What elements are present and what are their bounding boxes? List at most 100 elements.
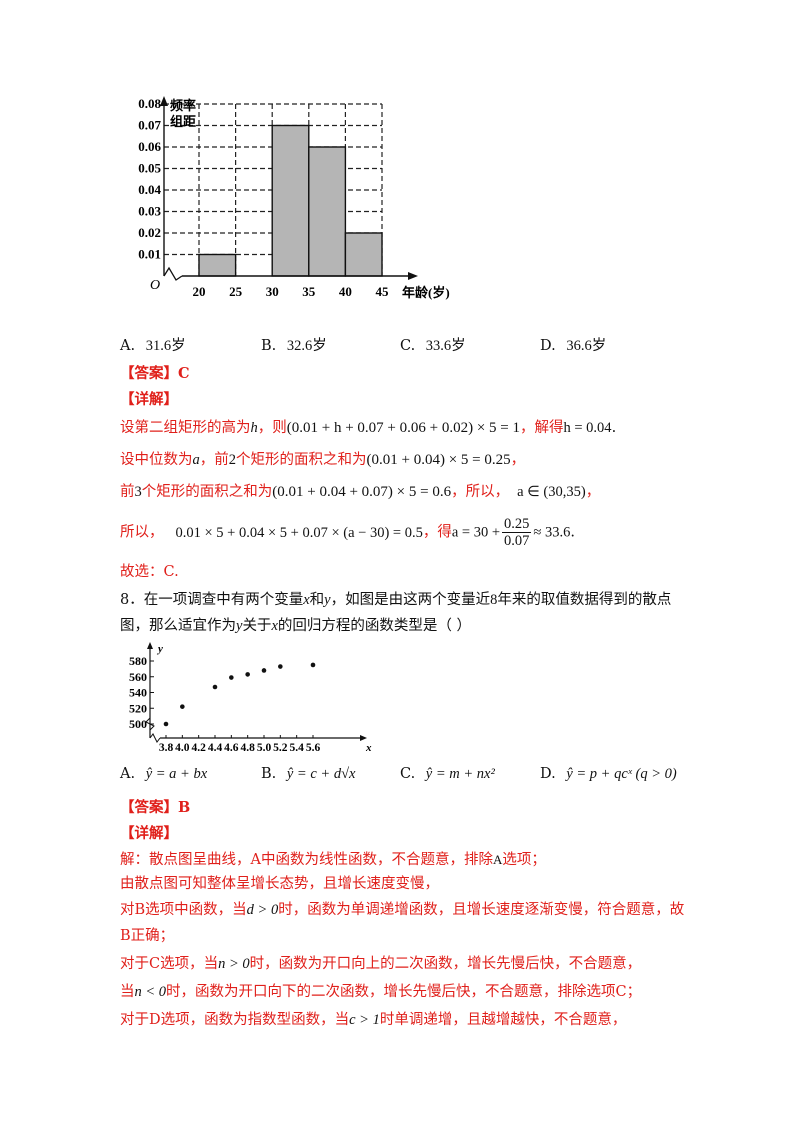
- scatter-x-tick-label: 5.0: [257, 742, 272, 754]
- hist-x-tick-label: 25: [229, 284, 243, 299]
- q7-line-1: 设第二组矩形的高为h，则(0.01 + h + 0.07 + 0.06 + 0.…: [120, 418, 616, 438]
- q7-line-4-text: 所以，: [120, 524, 164, 541]
- q8-line-3: 对B选项中函数，当d > 0时，函数为单调递增函数，且增长速度逐渐变慢，符合题意…: [120, 900, 684, 920]
- hist-origin: O: [150, 278, 160, 293]
- q8-line-6: 当n < 0时，函数为开口向下的二次函数，增长先慢后快，不合题意，排除选项C；: [120, 982, 641, 1002]
- q8-line-6-text: 当: [120, 984, 135, 1000]
- q8-var-y: y: [324, 592, 331, 608]
- q8-line-3-cond: d > 0: [246, 902, 279, 918]
- q7-line-1-text-c: ，解得: [520, 420, 564, 436]
- scatter-x-tick-label: 4.6: [224, 742, 239, 754]
- hist-x-tick-label: 20: [193, 284, 206, 299]
- hist-bar: [344, 232, 383, 277]
- q7-conclusion: 故选：C.: [120, 564, 179, 580]
- q7-line-3-end: ，: [585, 484, 601, 500]
- q8-stem2-text-c: 的回归方程的函数类型是（ ）: [277, 618, 471, 634]
- q8-line-5-text-b: 时，函数为开口向上的二次函数，增长先慢后快，不合题意，: [249, 956, 642, 972]
- q7-line-4-text-b: ，得: [422, 524, 452, 541]
- q7-line-3-num: 3: [134, 484, 142, 500]
- q8-line-6-text-b: 时，函数为开口向下的二次函数，增长先慢后快，不合题意，排除选项C；: [166, 984, 642, 1000]
- hist-y-tick-label: 0.02: [138, 225, 161, 240]
- q7-fraction-denominator: 0.07: [504, 533, 530, 549]
- q8-option-c-letter: C.: [400, 766, 416, 782]
- scatter-point: [163, 721, 169, 727]
- scatter-x-label: x: [365, 742, 372, 754]
- q8-line-5-text: 对于C选项，当: [120, 956, 219, 972]
- q7-line-2-num: 2: [228, 452, 236, 468]
- scatter-x-tick-label: 3.8: [159, 742, 174, 754]
- q8-line-1-text-b: 选项；: [502, 852, 546, 868]
- q7-option-b: B. 32.6岁: [261, 336, 327, 356]
- q8-line-6-cond: n < 0: [134, 984, 167, 1000]
- q7-line-3: 前3个矩形的面积之和为(0.01 + 0.04 + 0.07) × 5 = 0.…: [120, 482, 600, 502]
- q8-option-d: D. ŷ = p + qcˣ (q > 0): [540, 764, 677, 784]
- q8-line-5: 对于C选项，当n > 0时，函数为开口向上的二次函数，增长先慢后快，不合题意，: [120, 954, 641, 974]
- q7-line-2-text-b: ，前: [199, 452, 229, 468]
- scatter-point: [245, 672, 250, 677]
- q8-stem-line-1: 8．在一项调查中有两个变量x和y，如图是由这两个变量近8年来的取值数据得到的散点: [120, 590, 671, 610]
- scatter-y-label: y: [156, 643, 163, 655]
- q8-line-7-text: 对于D选项，函数为指数型函数，当: [120, 1012, 350, 1028]
- scatter-x-tick-label: 5.4: [289, 742, 304, 754]
- q7-answer-value: C: [178, 365, 190, 382]
- q8-option-b-letter: B.: [261, 766, 277, 782]
- q8-option-b: B. ŷ = c + d√x: [261, 764, 355, 784]
- hist-y-tick-label: 0.05: [138, 161, 161, 176]
- q7-line-1-end: .: [611, 420, 617, 436]
- hist-y-tick-label: 0.06: [138, 139, 161, 154]
- scatter-point: [180, 704, 185, 709]
- hist-y-title-bottom: 组距: [170, 114, 196, 129]
- q8-line-2: 由散点图可知整体呈增长态势，且增长速度变慢，: [120, 876, 439, 892]
- q7-line-2-text-c: 个矩形的面积之和为: [236, 452, 367, 468]
- q8-option-b-formula: ŷ = c + d√x: [286, 766, 356, 782]
- q7-option-a-letter: A.: [120, 338, 136, 354]
- q8-detail-label: 【详解】: [120, 825, 178, 842]
- q8-stem-number: 8: [490, 592, 498, 608]
- q8-line-5-cond: n > 0: [218, 956, 250, 972]
- q7-option-c: C. 33.6岁: [400, 336, 466, 356]
- hist-x-tick-label: 35: [302, 284, 316, 299]
- q8-stem-text-b: ，如图是由这两个变量近: [330, 592, 491, 608]
- hist-bar: [308, 146, 347, 277]
- histogram-chart: 0.08 0.07 0.06 0.05 0.04 0.03 0.02 0.01 20 25 30 35…: [138, 96, 450, 300]
- q7-line-4-fraction: 0.25 0.07: [502, 516, 532, 549]
- q8-line-7-text-b: 时单调递增，且越增越快，不合题意，: [379, 1012, 627, 1028]
- hist-y-tick-label: 0.08: [138, 96, 161, 111]
- hist-y-title-top: 频率: [170, 98, 196, 113]
- q8-stem2-var-y: y: [236, 618, 243, 634]
- scatter-x-tick-label: 4.4: [208, 742, 223, 754]
- q7-option-c-text: 33.6岁: [425, 338, 466, 354]
- q8-stem-line-2: 图，那么适宜作为y关于x的回归方程的函数类型是（ ）: [120, 616, 471, 636]
- q7-option-c-letter: C.: [400, 338, 416, 354]
- q8-option-a: A. ŷ = a + bx: [120, 764, 207, 784]
- q7-option-d: D. 36.6岁: [540, 336, 606, 356]
- q7-line-2-eq: (0.01 + 0.04) × 5 = 0.25: [366, 452, 511, 468]
- q8-option-c-formula: ŷ = m + nx²: [425, 766, 495, 782]
- scatter-x-tick-label: 4.0: [175, 742, 190, 754]
- q8-stem2-var-x: x: [271, 618, 278, 634]
- q7-line-1-result: h = 0.04: [563, 420, 612, 436]
- scatter-point: [261, 668, 267, 673]
- hist-bar: [271, 124, 310, 277]
- q7-line-1-text: 设第二组矩形的高为: [120, 420, 251, 436]
- q8-option-c: C. ŷ = m + nx²: [400, 764, 495, 784]
- q7-fraction-numerator: 0.25: [502, 516, 532, 533]
- scatter-x-tick-label: 5.6: [306, 742, 321, 754]
- q8-line-3-text: 对B选项中函数，当: [120, 902, 247, 918]
- scatter-x-break: [149, 733, 161, 743]
- q8-line-4: B正确；: [120, 928, 175, 944]
- hist-bar: [198, 253, 237, 277]
- q7-line-3-text-c: ，所以，: [451, 484, 510, 500]
- hist-y-tick-label: 0.01: [138, 247, 161, 262]
- hist-x-tick-label: 30: [266, 284, 279, 299]
- hist-x-tick-label: 45: [376, 284, 390, 299]
- q7-line-2: 设中位数为a，前2个矩形的面积之和为(0.01 + 0.04) × 5 = 0.…: [120, 450, 525, 470]
- q7-line-4-lhs: a = 30 +: [451, 524, 501, 541]
- scatter-x-arrow: [360, 735, 367, 741]
- q7-line-3-text: 前: [120, 484, 135, 500]
- scatter-y-tick-label: 580: [129, 654, 147, 668]
- q7-line-3-text-b: 个矩形的面积之和为: [141, 484, 273, 500]
- q8-line-1: 解：散点图呈曲线，A中函数为线性函数，不合题意，排除A选项；: [120, 850, 546, 870]
- scatter-x-tick-label: 5.2: [273, 742, 288, 754]
